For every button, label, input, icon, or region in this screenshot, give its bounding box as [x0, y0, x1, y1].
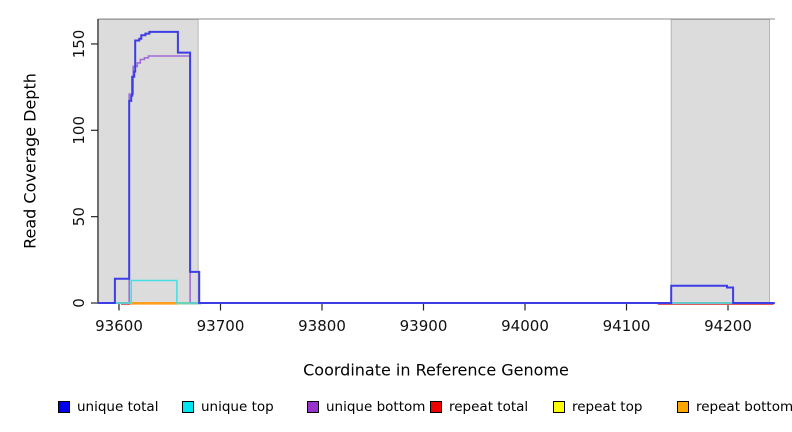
y-axis-title: Read Coverage Depth — [20, 73, 40, 249]
y-tick-label: 0 — [70, 298, 88, 308]
x-tick-label: 93900 — [400, 317, 448, 335]
x-tick-label: 93600 — [95, 317, 143, 335]
x-tick-label: 93700 — [197, 317, 245, 335]
x-axis-title: Coordinate in Reference Genome — [303, 360, 569, 380]
y-tick-label: 100 — [70, 116, 88, 145]
x-tick-label: 94000 — [501, 317, 549, 335]
y-tick-label: 150 — [70, 30, 88, 59]
x-tick-label: 94100 — [603, 317, 651, 335]
y-tick-label: 50 — [70, 207, 88, 226]
repeat-region-right — [670, 19, 771, 304]
x-tick-label: 93800 — [298, 317, 346, 335]
series-unique-total — [97, 30, 775, 304]
x-tick-label: 94200 — [704, 317, 752, 335]
repeat-region-left — [97, 19, 199, 304]
